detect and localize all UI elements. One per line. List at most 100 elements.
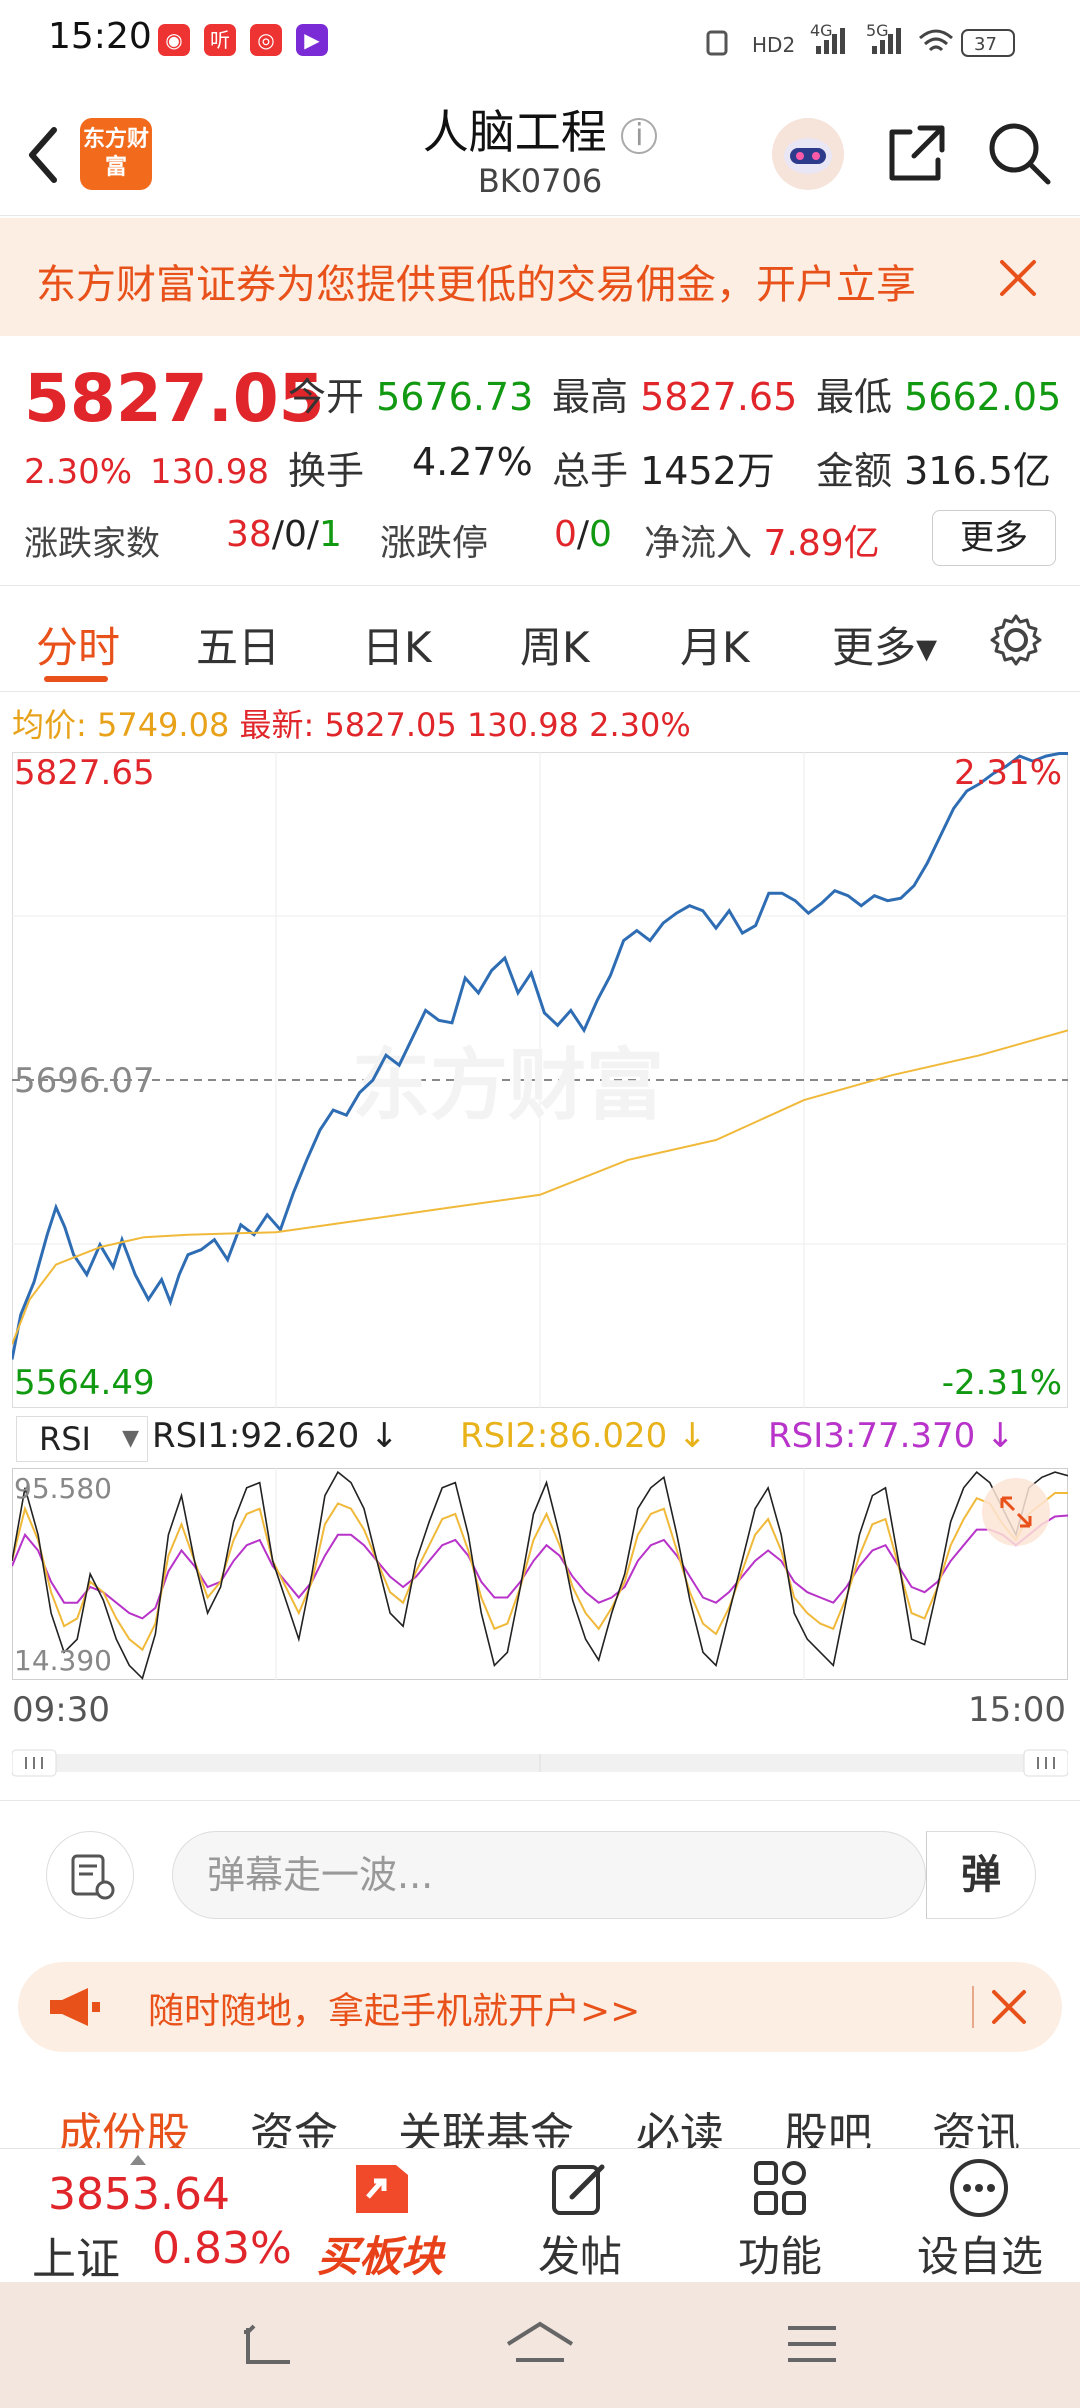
- breadth-sep: /: [271, 514, 284, 555]
- limit-down: 0: [589, 514, 612, 555]
- settings-gear-icon[interactable]: [988, 612, 1044, 668]
- indicator-select[interactable]: RSI ▼: [16, 1416, 148, 1462]
- back-icon[interactable]: [22, 124, 62, 186]
- rsi3-text: RSI3:77.370: [768, 1416, 976, 1456]
- more-dots-icon: [950, 2159, 1008, 2217]
- open-account-promo[interactable]: 随时随地，拿起手机就开户>>: [18, 1962, 1062, 2052]
- turnover-label: 换手: [288, 449, 365, 493]
- index-name: 上证: [32, 2234, 120, 2285]
- volume-label: 总手: [552, 449, 629, 493]
- rsi2-value: RSI2:86.020 ↓: [460, 1416, 707, 1456]
- back-nav-icon[interactable]: [240, 2324, 296, 2368]
- rsi-series: [12, 1470, 1068, 1680]
- menu-nav-icon[interactable]: [784, 2322, 840, 2366]
- latest-label: 最新:: [239, 706, 315, 744]
- rsi-min-label: 14.390: [14, 1644, 112, 1677]
- netease-music-icon: ◎: [250, 24, 282, 56]
- tab-more[interactable]: 更多▾: [832, 623, 938, 672]
- avg-value: 5749.08: [96, 706, 230, 744]
- more-button[interactable]: 更多: [932, 510, 1056, 566]
- breadth-down: 1: [319, 514, 342, 555]
- time-axis-start: 09:30: [12, 1690, 110, 1730]
- tab-intraday[interactable]: 分时: [36, 623, 121, 672]
- rsi2-line: [12, 1492, 1068, 1652]
- commission-promo-banner[interactable]: 东方财富证券为您提供更低的交易佣金，开户立享: [0, 218, 1080, 336]
- intraday-price-chart[interactable]: 东方财富 5827.65 2.31% 5696.07 5564.49 -2.31…: [12, 752, 1068, 1408]
- chart-grid: [12, 752, 1068, 1408]
- arrow-down-icon: ↓: [370, 1416, 399, 1456]
- danmaku-settings-button[interactable]: [46, 1831, 134, 1919]
- rsi-chart[interactable]: 95.580 14.390: [12, 1468, 1068, 1680]
- battery-level: 37: [974, 34, 997, 55]
- buy-board-label: 买板块: [316, 2232, 443, 2281]
- avg-label: 均价:: [12, 706, 87, 744]
- add-watchlist-button[interactable]: 设自选: [900, 2149, 1060, 2283]
- active-tab-indicator: [44, 676, 108, 682]
- index-value: 3853.64: [48, 2169, 230, 2220]
- app-logo: 东方财富: [80, 118, 152, 190]
- close-icon[interactable]: [990, 1988, 1028, 2026]
- chevron-down-icon: ▼: [122, 1426, 139, 1451]
- board-code: BK0706: [477, 162, 603, 200]
- post-button[interactable]: 发帖: [500, 2149, 660, 2283]
- close-icon[interactable]: [998, 258, 1038, 298]
- breadth-flat: 0: [283, 514, 307, 555]
- turnover-value: 4.27%: [412, 440, 533, 484]
- rsi1-value: RSI1:92.620 ↓: [152, 1416, 399, 1456]
- danmaku-input[interactable]: 弹幕走一波...: [172, 1831, 926, 1919]
- high-label: 最高: [552, 375, 629, 419]
- open-label: 今开: [288, 375, 365, 419]
- status-time: 15:20: [48, 16, 152, 57]
- assistant-avatar-icon[interactable]: [768, 116, 848, 192]
- tab-weekly-k[interactable]: 周K: [520, 623, 590, 672]
- promo2-text: 随时随地，拿起手机就开户>>: [148, 1991, 641, 2032]
- bottom-nav: 3853.64 上证 0.83% 买板块 发帖 功能 设自选: [0, 2148, 1080, 2285]
- intraday-info-line: 均价: 5749.08 最新: 5827.05 130.98 2.30%: [12, 700, 691, 746]
- rsi1-line: [12, 1470, 1068, 1680]
- low-value: 5662.05: [904, 375, 1062, 419]
- expand-icon[interactable]: [982, 1478, 1050, 1546]
- share-icon[interactable]: [884, 122, 948, 186]
- home-nav-icon[interactable]: [504, 2320, 576, 2368]
- amount-label: 金额: [816, 449, 893, 493]
- time-range-scrubber[interactable]: [12, 1748, 1068, 1778]
- danmaku-send-button[interactable]: 弹: [926, 1831, 1036, 1919]
- promo-text: 东方财富证券为您提供更低的交易佣金，开户立享: [36, 262, 916, 308]
- tab-monthly-k[interactable]: 月K: [680, 623, 750, 672]
- rsi2-text: RSI2:86.020: [460, 1416, 668, 1456]
- open-value: 5676.73: [376, 375, 534, 419]
- current-price: 5827.05: [24, 360, 325, 437]
- battery-icon: [961, 29, 1015, 57]
- chart-tabs: 分时 五日 日K 周K 月K 更多▾: [0, 586, 1080, 692]
- status-bar: 15:20 ◉ 听 ◎ ▶ HD2 4G 5G 37: [0, 0, 1080, 80]
- board-subtabs: 成份股 资金 关联基金 必读 股吧 资讯: [0, 2080, 1080, 2160]
- video-app-icon: ▶: [296, 24, 328, 56]
- search-icon[interactable]: [986, 120, 1052, 186]
- netease-icon: ◉: [158, 24, 190, 56]
- time-axis-end: 15:00: [968, 1690, 1066, 1730]
- netflow-value: 7.89亿: [763, 523, 880, 564]
- limit-sep: /: [576, 514, 590, 555]
- tab-five-day[interactable]: 五日: [196, 623, 281, 672]
- status-indicators: HD2 4G 5G 37: [706, 22, 1015, 57]
- title-text: 人脑工程: [422, 105, 607, 159]
- low-label: 最低: [816, 375, 893, 419]
- arrow-down-icon: ↓: [678, 1416, 707, 1456]
- latest-change-pct: 2.30%: [589, 706, 691, 744]
- divider: [972, 1986, 974, 2028]
- arrow-down-icon: ↓: [986, 1416, 1015, 1456]
- info-icon[interactable]: i: [621, 117, 658, 154]
- rsi3-line: [12, 1514, 1068, 1620]
- amount-value: 316.5亿: [904, 449, 1051, 493]
- high-value: 5827.65: [640, 375, 798, 419]
- buy-board-button[interactable]: 买板块: [300, 2149, 460, 2283]
- header: 东方财富 人脑工程 i BK0706: [0, 80, 1080, 216]
- limit-label: 涨跌停: [380, 523, 489, 564]
- add-watchlist-label: 设自选: [916, 2232, 1043, 2281]
- tab-daily-k[interactable]: 日K: [362, 623, 432, 672]
- buy-board-icon: [356, 2165, 408, 2213]
- index-ticker[interactable]: 3853.64 上证 0.83%: [0, 2149, 292, 2285]
- danmaku-settings-icon: [71, 1854, 115, 1900]
- rsi-header: RSI ▼ RSI1:92.620 ↓ RSI2:86.020 ↓ RSI3:77…: [12, 1410, 1068, 1466]
- functions-button[interactable]: 功能: [700, 2149, 860, 2283]
